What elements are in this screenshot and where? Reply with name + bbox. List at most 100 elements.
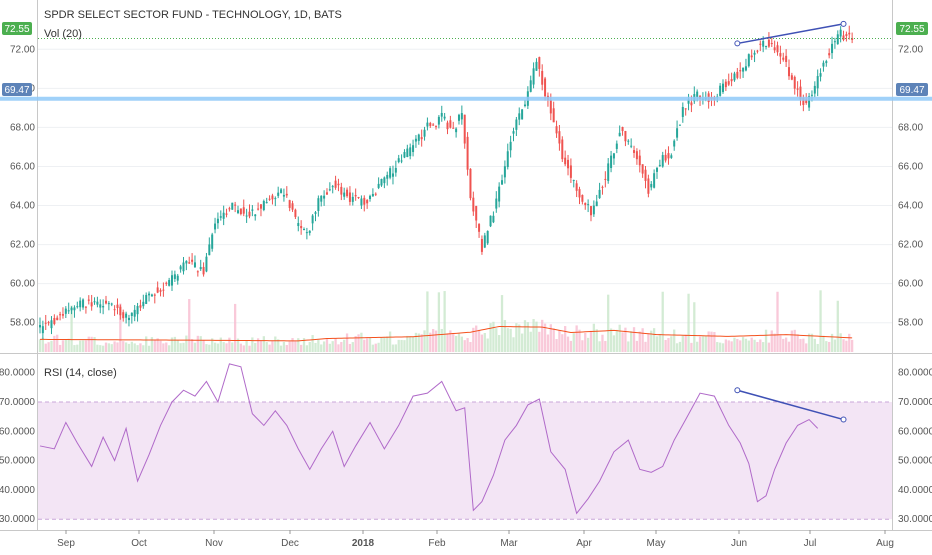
volume-bar (621, 332, 624, 352)
candle-body (638, 155, 641, 166)
candle-body (584, 202, 587, 206)
trend-line-handle[interactable] (734, 40, 741, 47)
candle-body (280, 189, 283, 193)
volume-bar (58, 344, 62, 352)
price-tick-label-right: 62.00 (898, 240, 923, 251)
candle-body (667, 153, 670, 159)
volume-bar (288, 341, 291, 352)
candle-body (145, 294, 148, 304)
candle-body (759, 43, 762, 45)
trend-line-handle[interactable] (840, 416, 847, 423)
candle-body (297, 223, 300, 227)
candle-body (271, 195, 274, 200)
volume-bar (182, 342, 185, 352)
rsi-tick-label-left: 40.0000 (0, 485, 35, 496)
volume-bar (618, 324, 621, 352)
candle-body (397, 158, 400, 163)
volume-bar (624, 327, 627, 352)
candle-body (742, 67, 745, 72)
candle-body (475, 205, 478, 221)
volume-bar (581, 340, 584, 352)
candle-body (489, 215, 492, 227)
candle-body (394, 167, 397, 173)
volume-bar (543, 323, 547, 352)
volume-bar (506, 328, 509, 352)
volume-bar (558, 329, 561, 352)
candle-body (793, 76, 796, 89)
candle-body (219, 216, 222, 218)
candle-body (136, 306, 139, 315)
volume-bar (153, 339, 156, 352)
candle-body (435, 126, 438, 128)
volume-bar (222, 342, 225, 352)
candle-body (644, 169, 647, 181)
price-tick-label-right: 68.00 (898, 122, 923, 133)
candle-body (285, 193, 288, 196)
volume-bar (139, 343, 142, 352)
volume-bar (440, 328, 443, 352)
candle-body (211, 234, 214, 249)
volume-bar (142, 345, 145, 352)
volume-bar (423, 330, 426, 352)
volume-bar (314, 342, 317, 352)
candle-body (621, 127, 624, 132)
volume-bar (403, 340, 406, 352)
volume-bar (99, 345, 102, 352)
trend-line-handle[interactable] (734, 387, 741, 394)
volume-bar (799, 338, 802, 352)
candle-body (747, 54, 750, 67)
candle-body (449, 120, 452, 128)
volume-bar (764, 329, 768, 352)
volume-bar (420, 334, 423, 352)
trend-line-handle[interactable] (840, 20, 847, 27)
volume-bar (208, 344, 211, 352)
candle-body (851, 38, 854, 40)
volume-bar (411, 336, 415, 352)
candle-body (658, 164, 661, 166)
volume-bar (322, 341, 326, 352)
candle-body (719, 85, 722, 96)
volume-bar (693, 302, 696, 352)
x-tick-label: Jun (731, 538, 747, 549)
volume-bar (417, 333, 420, 352)
volume-bar (251, 337, 254, 352)
candle-body (125, 313, 128, 318)
rsi-trend-line[interactable] (737, 389, 844, 421)
candle-body (664, 154, 667, 161)
candle-body (165, 282, 168, 284)
candle-body (787, 67, 791, 77)
volume-bar (219, 337, 222, 352)
candle-body (294, 209, 297, 217)
candle-body (311, 215, 314, 224)
candle-body (601, 186, 604, 188)
candle-body (343, 192, 346, 197)
price-trend-line[interactable] (737, 23, 844, 45)
candle-body (727, 81, 730, 85)
candle-body (426, 122, 429, 127)
candle-body (555, 126, 558, 134)
volume-bar (429, 332, 432, 352)
candle-body (234, 204, 237, 206)
candle-body (460, 113, 463, 120)
candle-body (317, 198, 320, 211)
candle-body (842, 35, 845, 40)
candle-body (366, 200, 369, 204)
volume-bar (658, 333, 662, 352)
volume-bar (357, 334, 360, 352)
candle-body (782, 57, 785, 60)
candle-body (544, 78, 547, 97)
candle-body (104, 300, 108, 304)
candle-body (391, 173, 394, 177)
candle-body (127, 317, 130, 321)
volume-bar (598, 341, 601, 352)
candle-body (47, 322, 50, 324)
candle-body (320, 195, 323, 202)
candle-body (569, 165, 572, 178)
candle-body (833, 41, 836, 43)
candle-body (503, 166, 506, 178)
candle-body (604, 178, 607, 180)
candle-body (79, 300, 82, 308)
volume-bar (236, 338, 240, 352)
